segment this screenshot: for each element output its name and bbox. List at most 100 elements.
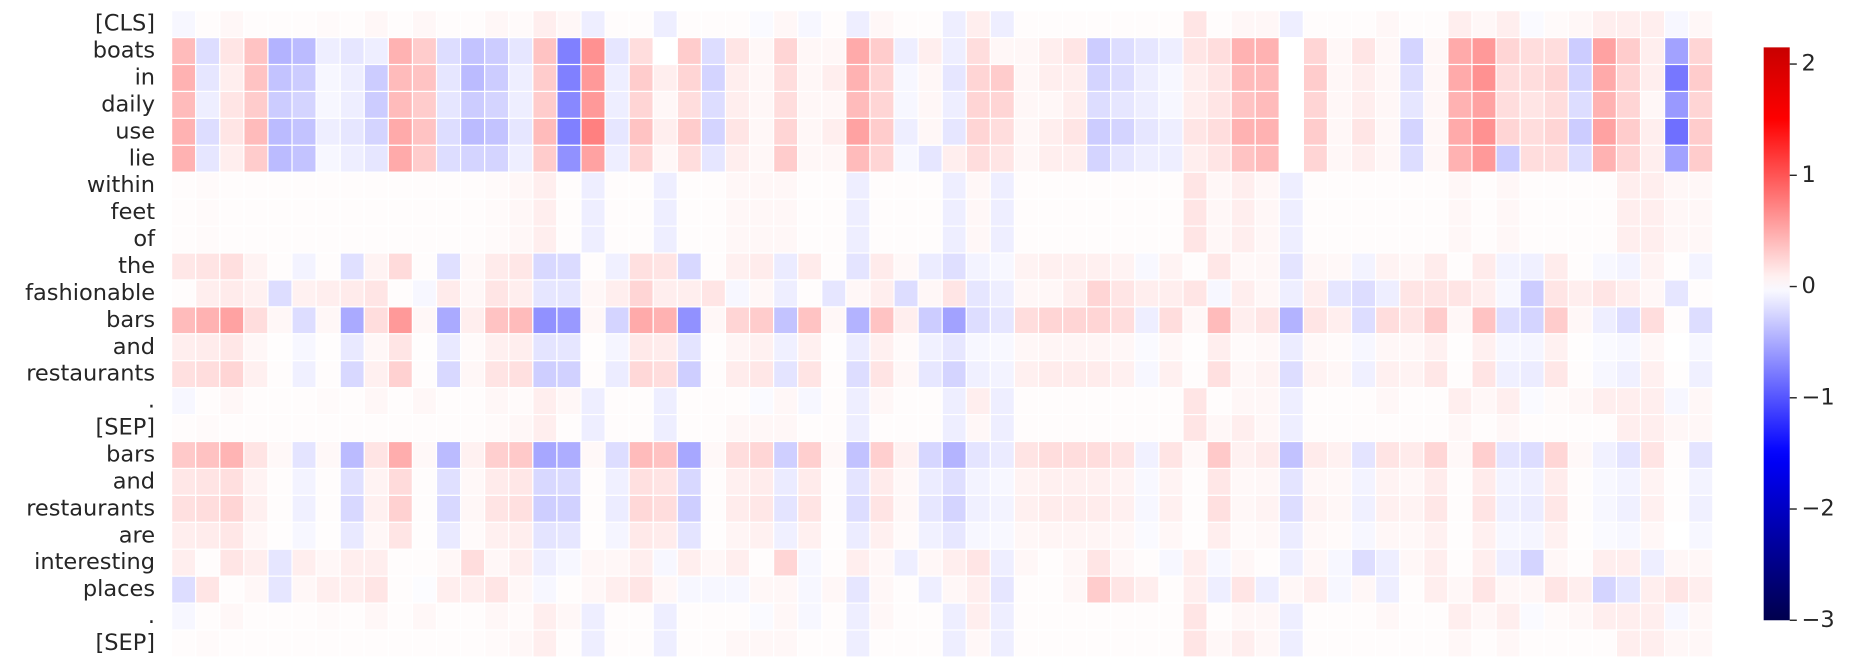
cell [797, 10, 823, 39]
cell [1423, 144, 1449, 173]
cell [460, 575, 486, 604]
cell [1326, 360, 1353, 389]
cell [411, 387, 438, 416]
cell [1302, 198, 1329, 227]
cell [315, 333, 341, 362]
cell [748, 548, 775, 577]
cell [532, 144, 558, 173]
cell [1399, 333, 1425, 362]
cell [1013, 360, 1040, 389]
cell [1375, 521, 1401, 550]
cell [700, 252, 727, 281]
cell [267, 629, 293, 658]
cell [339, 37, 365, 66]
cell [869, 117, 895, 146]
cell [1182, 117, 1208, 146]
cell [435, 171, 462, 200]
cell [484, 90, 510, 119]
cell [1134, 414, 1160, 443]
cell [1158, 494, 1184, 523]
cell [411, 279, 438, 308]
cell [1326, 387, 1353, 416]
cell [315, 63, 341, 93]
cell [1423, 198, 1449, 227]
cell [893, 171, 919, 200]
cell [604, 306, 630, 335]
cell [1350, 333, 1377, 362]
cell [508, 198, 534, 227]
cell [1519, 440, 1545, 470]
cell [773, 440, 799, 470]
cell [1206, 37, 1232, 66]
cell [171, 225, 197, 254]
cell [315, 360, 341, 389]
cell [773, 360, 799, 389]
cell [1230, 548, 1256, 577]
cell [965, 90, 991, 119]
cell [1278, 629, 1305, 658]
cell [604, 225, 630, 254]
cell [1158, 440, 1184, 470]
cell [1086, 387, 1112, 416]
cell [628, 171, 654, 200]
cell [893, 252, 919, 281]
cell [387, 333, 414, 362]
cell [1158, 10, 1184, 39]
cell [1350, 414, 1377, 443]
cell [387, 198, 414, 227]
cell [1110, 117, 1136, 146]
cell [315, 90, 341, 119]
cell [845, 414, 871, 443]
cell [171, 467, 197, 496]
cell [219, 279, 245, 308]
cell [435, 37, 462, 66]
cell [1664, 333, 1690, 362]
cell [363, 279, 389, 308]
cell [1639, 360, 1666, 389]
row-label: and [113, 334, 155, 360]
cell [339, 225, 365, 254]
cell [1375, 252, 1401, 281]
cell [845, 117, 871, 146]
cell [724, 144, 751, 173]
cell [1182, 414, 1208, 443]
cell [1013, 387, 1040, 416]
cell [965, 387, 991, 416]
cell [1591, 171, 1618, 200]
cell [1013, 225, 1040, 254]
cell [556, 440, 582, 470]
cell [195, 63, 221, 93]
cell [532, 252, 558, 281]
row-label: lie [129, 145, 155, 171]
cell [339, 548, 365, 577]
cell [1062, 37, 1088, 66]
cell [1062, 602, 1088, 631]
cell [1182, 252, 1208, 281]
cell [411, 10, 438, 39]
cell [676, 10, 702, 39]
cell [965, 629, 991, 658]
cell [1495, 629, 1521, 658]
cell [532, 171, 558, 200]
cell [1399, 414, 1425, 443]
cell [291, 494, 317, 523]
cell [676, 467, 702, 496]
cell [1302, 629, 1329, 658]
cell [1278, 252, 1305, 281]
cell [1447, 360, 1473, 389]
cell [989, 467, 1016, 496]
cell [1543, 414, 1569, 443]
cell [267, 387, 293, 416]
cell [387, 360, 414, 389]
cell [821, 225, 847, 254]
cell [291, 629, 317, 658]
cell [797, 575, 823, 604]
cell [411, 467, 438, 496]
cell [628, 63, 654, 93]
cell [1615, 548, 1642, 577]
cell [195, 575, 221, 604]
cell [1158, 575, 1184, 604]
cell [917, 414, 943, 443]
cell [1254, 252, 1280, 281]
cell [1688, 360, 1714, 389]
